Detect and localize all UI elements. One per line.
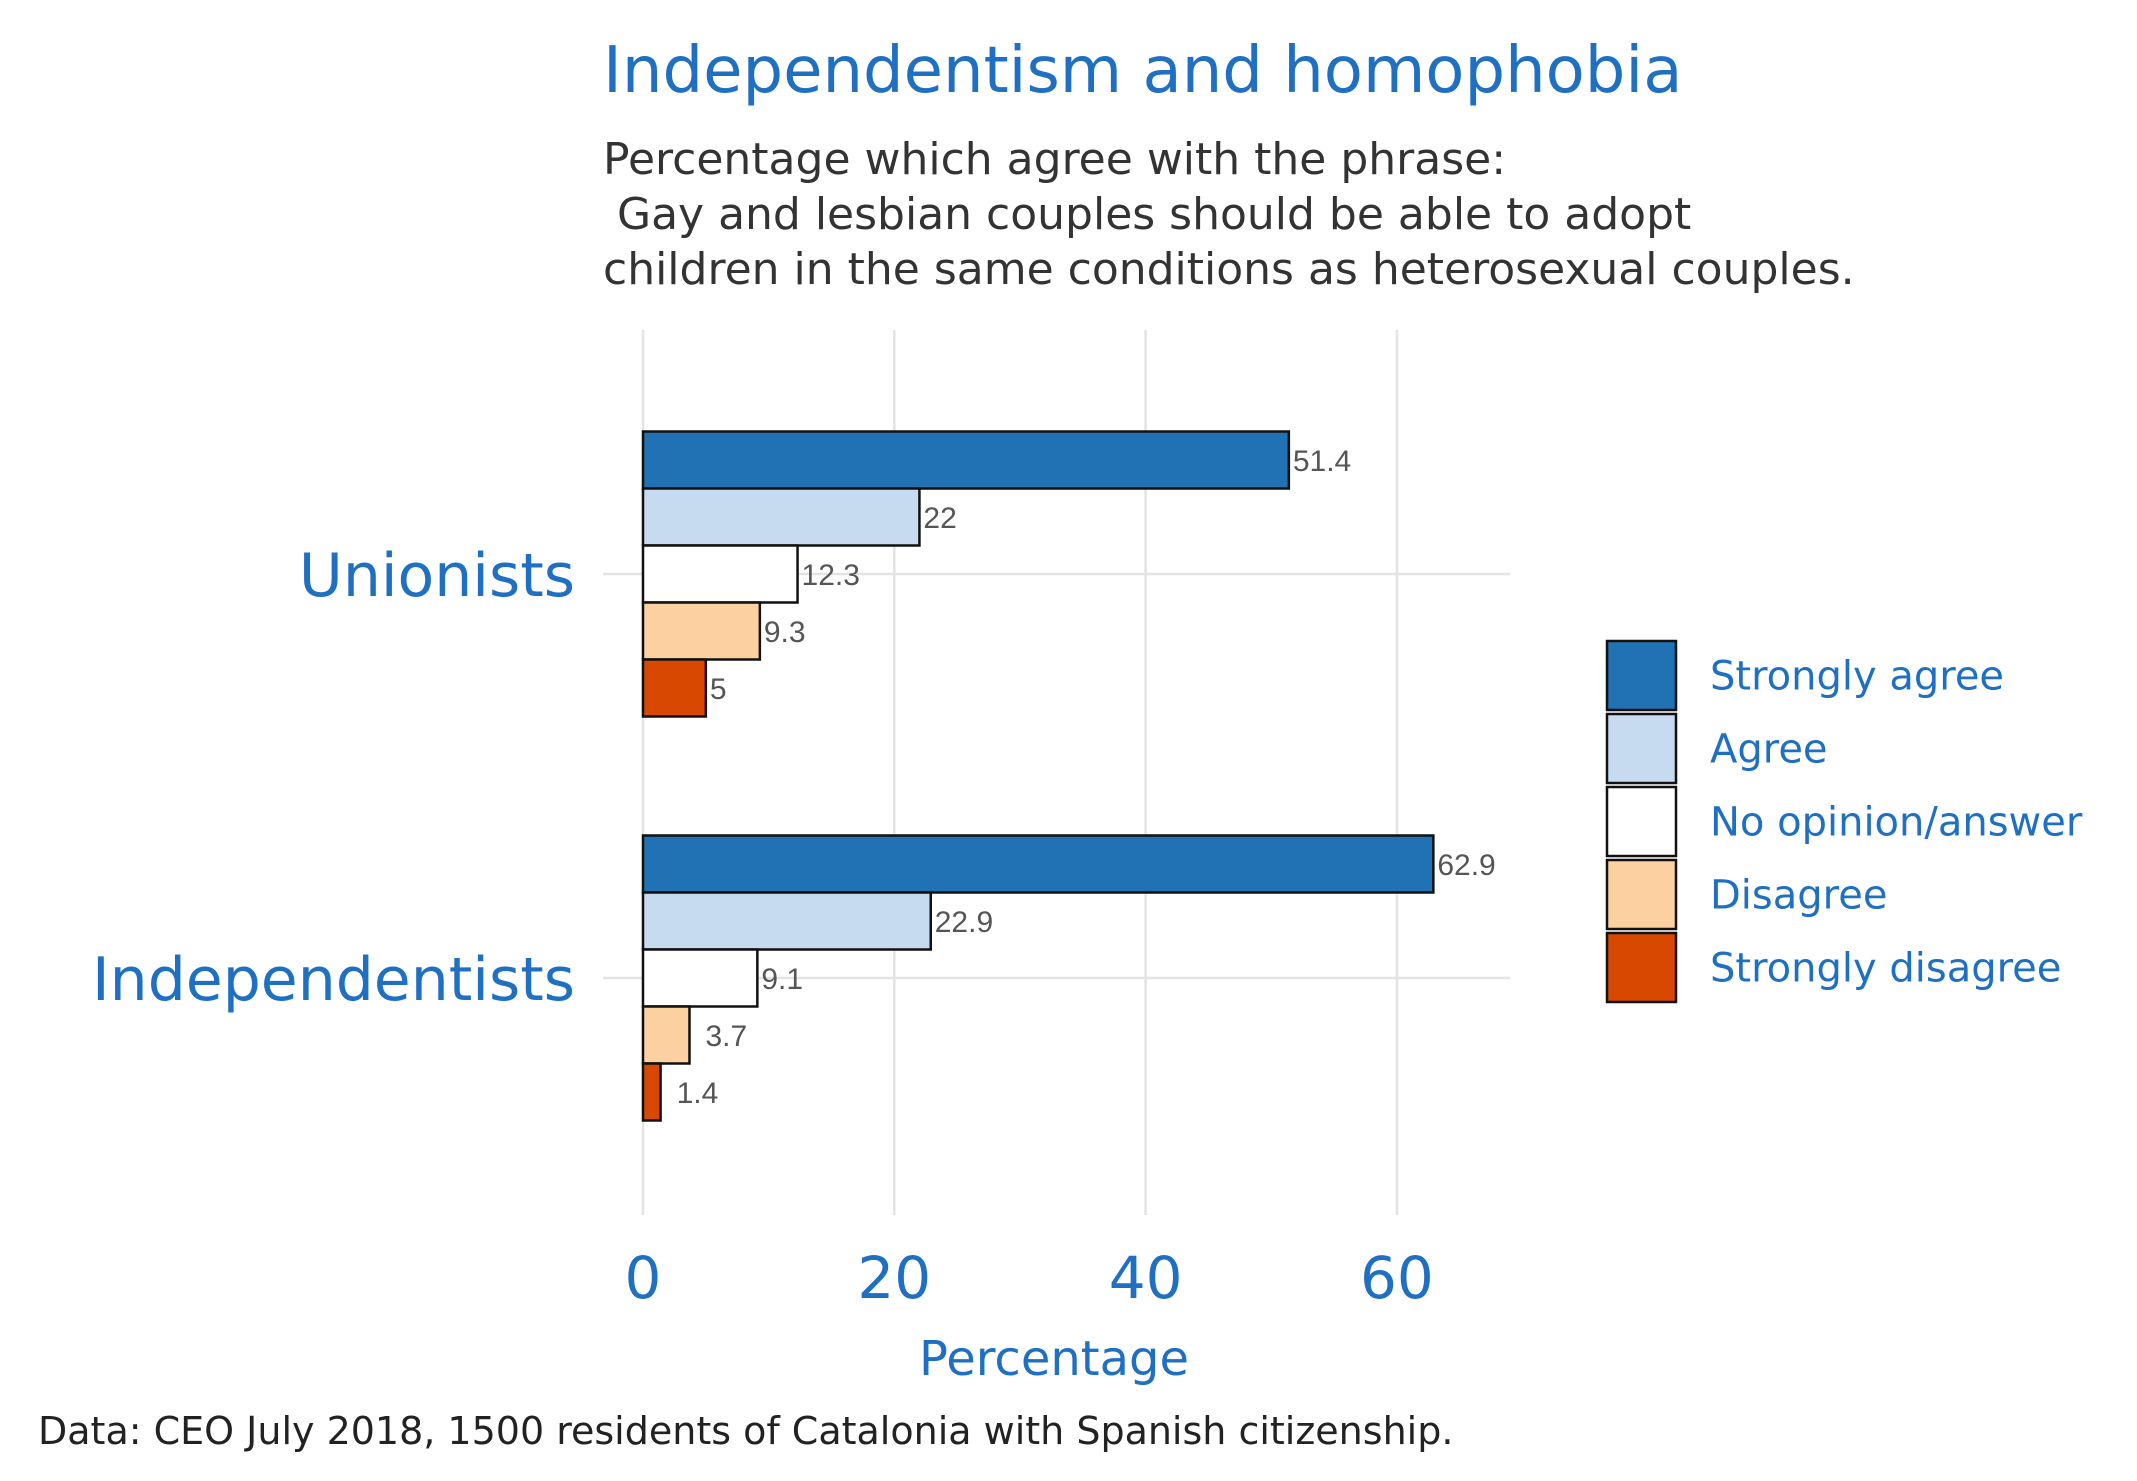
legend-key-disagree xyxy=(1605,858,1678,931)
bar-independentists-strongly-disagree xyxy=(641,1062,662,1122)
legend: Strongly agree Agree No opinion/answer Disa… xyxy=(1605,639,2083,1004)
value-labels: 51.4 22 12.3 9.3 5 62.9 22.9 9.1 3.7 1.4 xyxy=(677,445,1496,1110)
value-label-unionists-strongly-agree: 51.4 xyxy=(1293,445,1351,478)
bar-independentists-agree xyxy=(641,891,932,951)
bar-unionists-no-opinion-answer xyxy=(641,544,799,604)
chart-subtitle-line-1: Percentage which agree with the phrase: xyxy=(603,134,1506,185)
bar-independentists-no-opinion-answer xyxy=(641,948,759,1008)
x-tick-label-40: 40 xyxy=(1109,1244,1183,1312)
legend-label-no-opinion-answer: No opinion/answer xyxy=(1710,800,2083,846)
legend-label-disagree: Disagree xyxy=(1710,873,1887,919)
x-tick-label-20: 20 xyxy=(857,1244,931,1312)
bar-unionists-strongly-agree xyxy=(641,430,1291,490)
chart-subtitle-line-2: Gay and lesbian couples should be able t… xyxy=(603,189,1691,240)
legend-label-strongly-agree: Strongly agree xyxy=(1710,654,2004,700)
y-tick-label-independentists: Independentists xyxy=(92,945,575,1015)
legend-key-agree xyxy=(1605,712,1678,785)
y-tick-label-unionists: Unionists xyxy=(299,541,575,611)
bar-independentists-strongly-agree xyxy=(641,834,1435,894)
value-label-independentists-agree: 22.9 xyxy=(935,906,993,939)
chart-subtitle-line-3: children in the same conditions as heter… xyxy=(603,244,1855,295)
legend-key-strongly-disagree xyxy=(1605,931,1678,1004)
x-tick-label-0: 0 xyxy=(625,1244,662,1312)
bar-unionists-agree xyxy=(641,487,921,547)
legend-key-no-opinion-answer xyxy=(1605,785,1678,858)
value-label-unionists-no-opinion-answer: 12.3 xyxy=(802,559,860,592)
value-label-independentists-disagree: 3.7 xyxy=(705,1020,747,1053)
value-label-independentists-no-opinion-answer: 9.1 xyxy=(761,963,803,996)
chart-caption: Data: CEO July 2018, 1500 residents of C… xyxy=(38,1409,1453,1453)
value-label-independentists-strongly-disagree: 1.4 xyxy=(677,1077,719,1110)
value-label-unionists-agree: 22 xyxy=(923,502,956,535)
value-label-independentists-strongly-agree: 62.9 xyxy=(1437,849,1495,882)
value-label-unionists-disagree: 9.3 xyxy=(764,616,806,649)
x-axis-title: Percentage xyxy=(919,1331,1189,1387)
x-tick-label-60: 60 xyxy=(1360,1244,1434,1312)
bars xyxy=(641,430,1435,1122)
bar-independentists-disagree xyxy=(641,1005,691,1065)
bar-unionists-disagree xyxy=(641,601,762,661)
legend-key-strongly-agree xyxy=(1605,639,1678,712)
legend-label-agree: Agree xyxy=(1710,727,1828,773)
axes: Unionists Independentists 0 20 40 60 xyxy=(92,541,1434,1312)
chart-title: Independentism and homophobia xyxy=(603,34,1682,108)
value-label-unionists-strongly-disagree: 5 xyxy=(710,673,727,706)
legend-label-strongly-disagree: Strongly disagree xyxy=(1710,946,2061,992)
bar-unionists-strongly-disagree xyxy=(641,658,708,718)
